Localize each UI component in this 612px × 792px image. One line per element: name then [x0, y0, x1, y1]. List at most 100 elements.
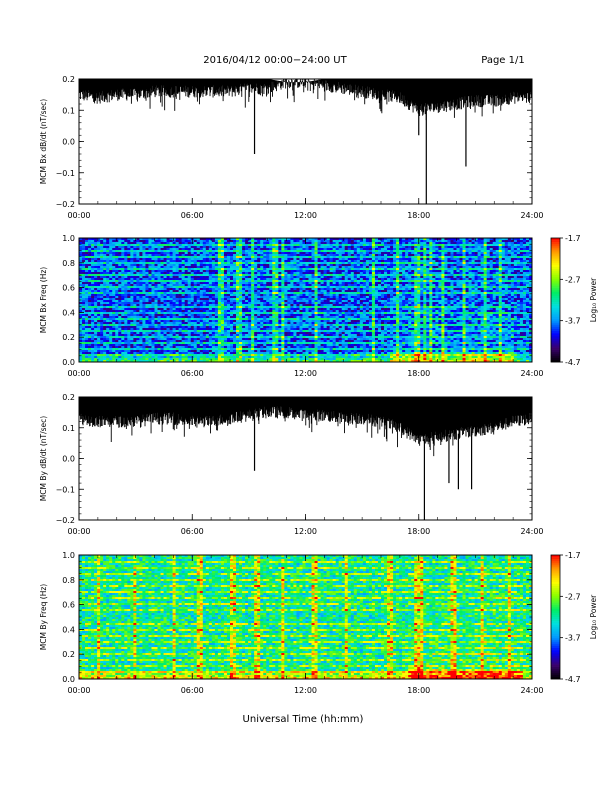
spectrogram-cell — [172, 340, 176, 343]
spectrogram-cell — [148, 304, 152, 307]
spectrogram-cell — [166, 240, 170, 243]
spectrogram-cell — [91, 308, 95, 311]
spectrogram-cell — [245, 240, 249, 243]
spectrogram-cell — [223, 260, 228, 263]
spectrogram-cell — [305, 316, 309, 319]
spectrogram-cell — [157, 320, 161, 323]
plot-frame — [78, 78, 533, 205]
spectrogram-cell — [193, 276, 198, 279]
spectrogram-cell — [257, 254, 261, 257]
spectrogram-cell — [287, 264, 291, 267]
spectrogram-cell — [251, 336, 255, 339]
spectrogram-cell — [275, 350, 279, 353]
spectrogram-cell — [263, 238, 267, 241]
spectrogram-cell — [251, 316, 255, 319]
spectrogram-cell — [275, 284, 279, 287]
spectrogram-cell — [220, 250, 225, 253]
spectrogram-cell — [112, 354, 116, 357]
spectrogram-cell — [214, 266, 219, 269]
spectrogram-cell — [127, 272, 131, 275]
spectrogram-cell — [169, 244, 173, 247]
spectrogram-cell — [136, 248, 140, 251]
spectrogram-cell — [154, 282, 158, 285]
spectrogram-cell — [130, 316, 134, 319]
spectrogram-cell — [226, 240, 231, 243]
spectrogram-cell — [308, 280, 312, 283]
spectrogram-cell — [299, 350, 303, 353]
spectrogram-cell — [94, 312, 98, 315]
spectrogram-cell — [79, 238, 83, 241]
spectrogram-cell — [281, 334, 285, 337]
spectrogram-cell — [293, 274, 297, 277]
spectrogram-cell — [154, 310, 158, 313]
spectrogram-cell — [100, 290, 104, 293]
spectrogram-cell — [272, 280, 276, 283]
spectrogram-cell — [136, 270, 140, 273]
spectrogram-cell — [266, 350, 270, 353]
spectrogram-cell — [239, 322, 243, 325]
spectrogram-cell — [226, 246, 231, 249]
spectrogram-cell — [245, 274, 249, 277]
spectrogram-cell — [239, 300, 243, 303]
spectrogram-cell — [242, 256, 246, 259]
spectrogram-cell — [281, 318, 285, 321]
spectrogram-cell — [281, 288, 285, 291]
spectrogram-cell — [208, 300, 213, 303]
spectrogram-cell — [290, 356, 294, 359]
spectrogram-cell — [305, 342, 309, 345]
spectrogram-cell — [205, 264, 210, 267]
spectrogram-cell — [157, 290, 161, 293]
spectrogram-cell — [239, 324, 243, 327]
spectrogram-cell — [175, 288, 179, 291]
spectrogram-cell — [166, 242, 170, 245]
spectrogram-cell — [169, 340, 173, 343]
spectrogram-cell — [217, 306, 222, 309]
spectrogram-cell — [272, 266, 276, 269]
spectrogram-cell — [196, 256, 201, 259]
spectrogram-cell — [239, 356, 243, 359]
spectrogram-cell — [208, 296, 213, 299]
spectrogram-cell — [178, 276, 182, 279]
spectrogram-cell — [230, 322, 234, 325]
spectrogram-cell — [148, 328, 152, 331]
spectrogram-cell — [109, 304, 113, 307]
spectrogram-cell — [266, 336, 270, 339]
spectrogram-cell — [175, 280, 179, 283]
spectrogram-cell — [214, 304, 219, 307]
spectrogram-cell — [100, 284, 104, 287]
spectrogram-cell — [278, 308, 282, 311]
spectrogram-cell — [311, 256, 315, 259]
spectrogram-cell — [163, 316, 167, 319]
spectrogram-cell — [311, 282, 315, 285]
spectrogram-cell — [82, 298, 86, 301]
spectrogram-cell — [248, 292, 252, 295]
spectrogram-cell — [109, 328, 113, 331]
spectrogram-cell — [178, 322, 182, 325]
spectrogram-cell — [139, 280, 143, 283]
spectrogram-cell — [269, 256, 273, 259]
spectrogram-cell — [220, 262, 225, 265]
spectrogram-cell — [220, 264, 225, 267]
spectrogram-cell — [230, 320, 234, 323]
spectrogram-cell — [109, 248, 113, 251]
spectrogram-cell — [142, 300, 146, 303]
spectrogram-cell — [299, 340, 303, 343]
spectrogram-cell — [154, 356, 158, 359]
spectrogram-cell — [88, 340, 92, 343]
spectrogram-cell — [202, 260, 207, 263]
spectrogram-cell — [314, 252, 318, 255]
spectrogram-cell — [118, 322, 122, 325]
spectrogram-cell — [290, 268, 294, 271]
spectrogram-cell — [211, 258, 216, 261]
spectrogram-cell — [239, 360, 243, 363]
spectrogram-cell — [82, 282, 86, 285]
spectrogram-cell — [115, 258, 119, 261]
spectrogram-cell — [157, 298, 161, 301]
spectrogram-cell — [190, 310, 195, 313]
spectrogram-cell — [287, 248, 291, 251]
spectrogram-cell — [214, 360, 219, 363]
spectrogram-cell — [145, 282, 149, 285]
spectrogram-cell — [133, 246, 137, 249]
spectrogram-cell — [91, 304, 95, 307]
spectrogram-cell — [127, 310, 131, 313]
